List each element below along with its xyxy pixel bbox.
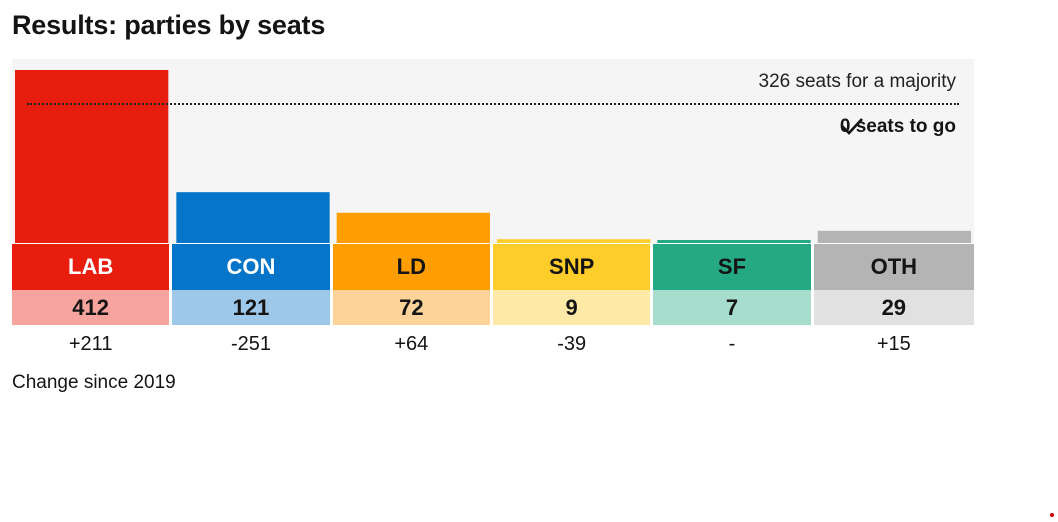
party-label-sf: SF xyxy=(653,244,811,290)
bar-oth xyxy=(817,230,971,243)
party-seats-row: 412 121 72 9 7 29 xyxy=(12,290,974,325)
seat-count-con: 121 xyxy=(172,290,330,325)
seat-change-ld: +64 xyxy=(394,332,429,355)
seat-count-snp: 9 xyxy=(492,290,651,325)
footnote: Change since 2019 xyxy=(12,372,176,393)
chart-title: Results: parties by seats xyxy=(12,10,326,40)
seat-change-lab: +211 xyxy=(68,332,113,355)
indicator-dot xyxy=(1050,513,1054,517)
bar-snp xyxy=(497,239,651,243)
bar-sf xyxy=(657,240,811,243)
seat-change-sf: - xyxy=(728,332,736,355)
seats-to-go: 0 seats to go xyxy=(840,116,956,138)
seat-count-ld: 72 xyxy=(332,290,490,325)
party-label-lab: LAB xyxy=(12,244,170,290)
bar-lab xyxy=(15,70,169,243)
party-label-snp: SNP xyxy=(492,244,651,290)
seat-change-oth: +15 xyxy=(876,332,911,355)
bar-con xyxy=(176,192,330,243)
party-changes-row: +211 -251 +64 -39 - +15 xyxy=(12,325,974,363)
seat-count-lab: 412 xyxy=(12,290,170,325)
seat-change-con: -251 xyxy=(230,332,271,355)
seat-change-snp: -39 xyxy=(557,332,587,355)
check-icon xyxy=(840,118,863,135)
party-labels-row: LAB CON LD SNP SF OTH xyxy=(12,244,974,290)
bars-svg xyxy=(15,70,971,243)
majority-line xyxy=(27,103,959,105)
seats-to-go-label: 0 seats to go xyxy=(839,116,956,137)
seat-count-sf: 7 xyxy=(653,290,811,325)
majority-label: 326 seats for a majority xyxy=(758,71,956,92)
party-label-con: CON xyxy=(172,244,330,290)
bar-ld xyxy=(336,212,490,243)
plot-area: 326 seats for a majority 0 seats to go xyxy=(12,59,974,243)
seat-count-oth: 29 xyxy=(813,290,974,325)
party-label-ld: LD xyxy=(332,244,490,290)
party-label-oth: OTH xyxy=(813,244,974,290)
